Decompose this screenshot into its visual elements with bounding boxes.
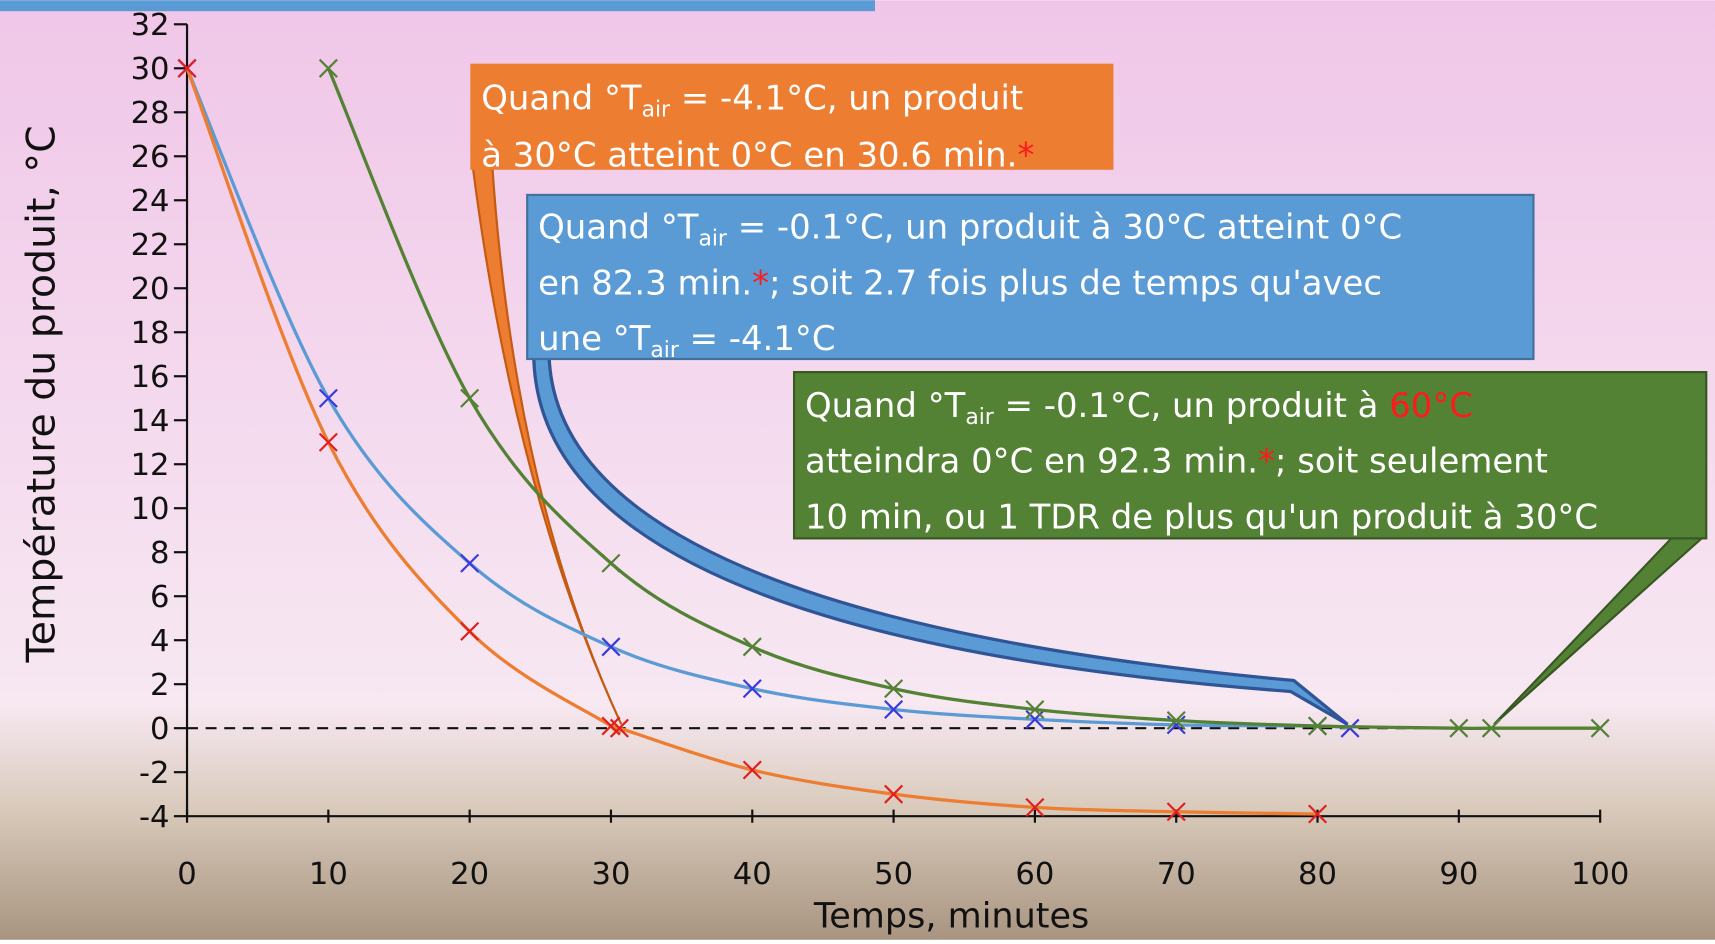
y-tick-label: 28 xyxy=(131,96,170,131)
annotation-text: en 82.3 min.*; soit 2.7 fois plus de tem… xyxy=(538,263,1382,302)
y-tick-label: 10 xyxy=(131,492,170,527)
data-point xyxy=(1025,797,1045,817)
top-strip xyxy=(0,0,875,12)
y-tick-label: 26 xyxy=(131,140,170,175)
data-point xyxy=(318,58,338,78)
y-tick-label: 0 xyxy=(150,712,169,747)
y-tick-label: 2 xyxy=(150,668,169,703)
annotation-run: = -4.1°C, un produit xyxy=(670,79,1023,118)
annotation-run: ; soit seulement xyxy=(1275,442,1548,481)
y-tick-label: -2 xyxy=(139,756,170,791)
y-tick-label: 20 xyxy=(131,272,170,307)
y-tick-label: 8 xyxy=(150,536,169,571)
annotation-text: atteindra 0°C en 92.3 min.*; soit seulem… xyxy=(805,442,1548,481)
data-point xyxy=(1481,718,1501,738)
x-tick-label: 10 xyxy=(309,857,348,892)
data-point xyxy=(609,718,629,738)
y-tick-label: 14 xyxy=(131,404,170,439)
annotation-run: 60°C xyxy=(1389,386,1473,425)
callout-pointer xyxy=(471,163,623,725)
data-point xyxy=(1449,718,1469,738)
y-tick-label: 22 xyxy=(131,228,170,263)
callout-box xyxy=(470,63,1114,170)
y-tick-label: 30 xyxy=(131,52,170,87)
annotation-run: Quand °T xyxy=(805,386,966,425)
annotation-run: air xyxy=(642,97,670,122)
annotation-run: * xyxy=(1017,135,1034,174)
data-point xyxy=(460,553,480,573)
data-point xyxy=(1025,699,1045,720)
y-tick-label: 18 xyxy=(131,316,170,351)
annotation-run: Quand °T xyxy=(538,208,699,247)
y-tick-label: 4 xyxy=(150,624,169,659)
annotation-run: air xyxy=(650,338,678,363)
data-point xyxy=(742,679,762,699)
annotation-run: = -0.1°C, un produit à xyxy=(994,386,1389,425)
data-point xyxy=(318,388,338,408)
x-tick-label: 30 xyxy=(591,857,630,892)
data-point xyxy=(460,621,480,641)
data-point xyxy=(884,784,904,804)
x-tick-label: 0 xyxy=(177,857,196,892)
annotation-text: une °Tair = -4.1°C xyxy=(538,319,835,363)
annotation-run: ; soit 2.7 fois plus de temps qu'avec xyxy=(769,263,1382,302)
data-point xyxy=(884,699,904,720)
data-point xyxy=(1590,718,1610,738)
x-tick-label: 50 xyxy=(874,857,913,892)
data-point xyxy=(742,637,762,657)
callout-box xyxy=(526,193,1535,361)
data-point xyxy=(177,58,197,78)
y-tick-label: -4 xyxy=(139,800,170,835)
annotation-text: Quand °Tair = -0.1°C, un produit à 60°C xyxy=(805,386,1473,430)
annotation-run: Quand °T xyxy=(481,79,642,118)
y-axis-title: Température du produit, °C xyxy=(19,125,65,663)
data-point xyxy=(601,553,621,573)
data-point xyxy=(318,432,338,452)
y-tick-label: 12 xyxy=(131,448,170,483)
x-axis-title: Temps, minutes xyxy=(813,897,1089,937)
x-tick-label: 80 xyxy=(1298,857,1337,892)
annotation-run: à 30°C atteint 0°C en 30.6 min. xyxy=(481,135,1017,174)
data-point xyxy=(1166,802,1186,822)
annotation-run: = -0.1°C, un produit à 30°C atteint 0°C xyxy=(727,208,1402,247)
data-point xyxy=(884,679,904,699)
annotation-text: Quand °Tair = -0.1°C, un produit à 30°C … xyxy=(538,208,1402,252)
x-tick-label: 60 xyxy=(1015,857,1054,892)
data-point xyxy=(601,637,621,657)
annotation-text: 10 min, ou 1 TDR de plus qu'un produit à… xyxy=(805,498,1598,537)
x-tick-label: 100 xyxy=(1571,857,1629,892)
data-point xyxy=(460,388,480,408)
data-point xyxy=(1166,710,1186,731)
annotation-run: * xyxy=(1258,442,1275,481)
data-point xyxy=(1308,804,1328,824)
annotation-run: air xyxy=(698,226,726,251)
annotation-text: à 30°C atteint 0°C en 30.6 min.* xyxy=(481,135,1034,174)
annotation-run: une °T xyxy=(538,319,651,358)
data-point xyxy=(742,760,762,780)
annotation-run: en 82.3 min. xyxy=(538,263,752,302)
x-tick-label: 40 xyxy=(733,857,772,892)
annotation-run: air xyxy=(965,405,993,430)
x-tick-label: 20 xyxy=(450,857,489,892)
y-tick-label: 24 xyxy=(131,184,170,219)
data-point xyxy=(1025,709,1045,729)
x-tick-label: 70 xyxy=(1157,857,1196,892)
callout-box xyxy=(792,371,1708,540)
annotation-run: 10 min, ou 1 TDR de plus qu'un produit à… xyxy=(805,498,1598,537)
annotation-run: * xyxy=(752,263,769,302)
data-point xyxy=(1308,716,1328,736)
annotation-run: atteindra 0°C en 92.3 min. xyxy=(805,442,1258,481)
x-tick-label: 90 xyxy=(1439,857,1478,892)
annotation-run: = -4.1°C xyxy=(679,319,836,358)
y-tick-label: 6 xyxy=(150,580,169,615)
y-tick-label: 16 xyxy=(131,360,170,395)
y-tick-label: 32 xyxy=(131,8,170,43)
annotation-text: Quand °Tair = -4.1°C, un produit xyxy=(481,79,1023,123)
